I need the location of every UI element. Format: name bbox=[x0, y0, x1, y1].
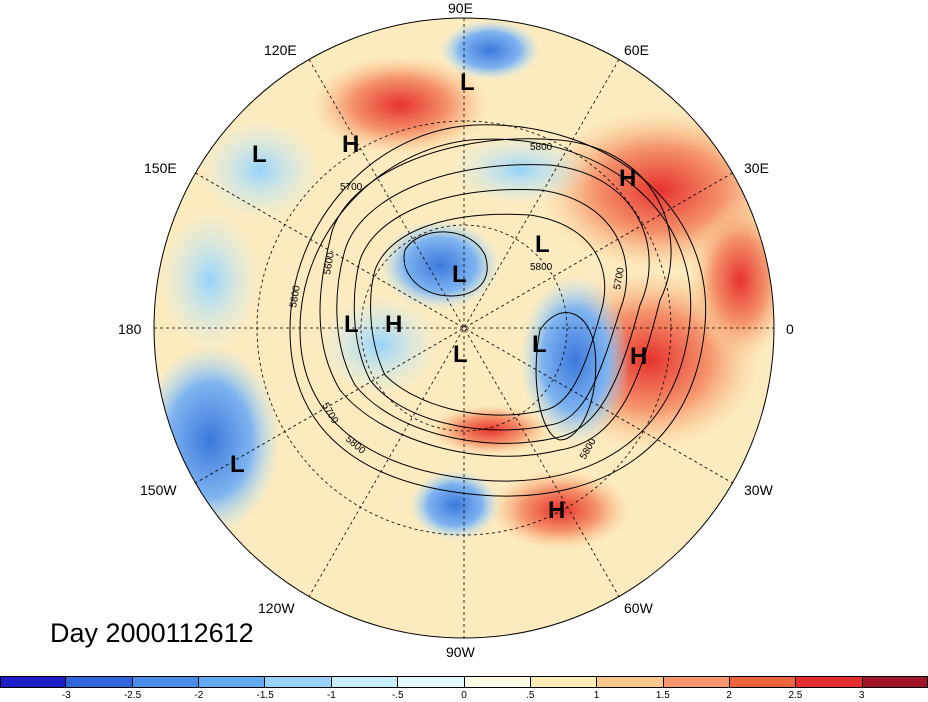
colorbar-swatch bbox=[0, 676, 67, 688]
colorbar-swatch bbox=[398, 676, 465, 688]
colorbar-tick-label: 2.5 bbox=[788, 690, 803, 701]
low-center: L bbox=[252, 141, 267, 168]
contour-label: 5700 bbox=[340, 182, 363, 193]
colorbar-swatch bbox=[796, 676, 863, 688]
lon-label-150w: 150W bbox=[140, 482, 177, 498]
colorbar-tick-label: 1 bbox=[593, 690, 600, 701]
low-center: L bbox=[230, 451, 245, 478]
high-center: H bbox=[342, 131, 359, 158]
graticule bbox=[154, 18, 774, 638]
colorbar-swatch bbox=[729, 676, 797, 688]
high-center: H bbox=[619, 165, 636, 192]
colorbar-tick-label: 2 bbox=[726, 690, 732, 701]
low-center: L bbox=[453, 341, 468, 368]
colorbar-tick-label: 1.5 bbox=[655, 690, 670, 701]
colorbar-tick-label: -2 bbox=[194, 690, 204, 701]
pressure-centers: L H L H L L L H L L H L H bbox=[230, 69, 647, 524]
colorbar-swatch bbox=[597, 676, 664, 688]
colorbar-frame bbox=[0, 676, 928, 688]
colorbar-swatch bbox=[663, 676, 730, 688]
high-center: H bbox=[385, 311, 402, 338]
anomaly-field bbox=[154, 18, 774, 638]
low-center: L bbox=[460, 69, 475, 96]
lon-label-30e: 30E bbox=[744, 160, 769, 176]
colorbar-tick-label: -2.5 bbox=[123, 690, 142, 701]
colorbar-swatch bbox=[199, 676, 266, 688]
low-center: L bbox=[452, 261, 467, 288]
lon-label-120w: 120W bbox=[258, 600, 295, 616]
low-center: L bbox=[344, 311, 359, 338]
day-label: Day 2000112612 bbox=[50, 618, 254, 648]
colorbar-swatch bbox=[464, 676, 531, 688]
lon-label-60w: 60W bbox=[624, 600, 653, 616]
lon-label-0: 0 bbox=[786, 321, 794, 337]
colorbar-swatch bbox=[66, 676, 133, 688]
colorbar-tick-label: -1.5 bbox=[256, 690, 274, 701]
contour-label: 5800 bbox=[288, 284, 303, 308]
colorbar-tick-label: .5 bbox=[526, 690, 535, 701]
colorbar-tick-label: -.5 bbox=[391, 690, 404, 701]
colorbar bbox=[0, 676, 928, 688]
colorbar-tick-label: 0 bbox=[461, 690, 467, 701]
lon-label-60e: 60E bbox=[624, 42, 649, 58]
contour-label: 5700 bbox=[612, 266, 627, 290]
colorbar-swatch bbox=[862, 676, 928, 688]
high-center: H bbox=[630, 343, 647, 370]
colorbar-swatch bbox=[132, 676, 200, 688]
lon-label-90e: 90E bbox=[448, 0, 473, 16]
colorbar-tick-label: -1 bbox=[326, 690, 336, 701]
lon-label-180: 180 bbox=[118, 321, 142, 337]
map-boundary bbox=[153, 17, 775, 639]
lon-label-120e: 120E bbox=[264, 42, 297, 58]
contour-label: 5600 bbox=[322, 251, 337, 275]
colorbar-tick-label: 3 bbox=[858, 690, 865, 701]
colorbar-swatch bbox=[265, 676, 332, 688]
colorbar-swatch bbox=[331, 676, 399, 688]
height-contours bbox=[289, 124, 707, 497]
low-center: L bbox=[535, 231, 550, 258]
contour-label: 5800 bbox=[530, 142, 553, 153]
lon-label-90w: 90W bbox=[446, 644, 475, 660]
colorbar-swatch bbox=[530, 676, 598, 688]
lon-label-150e: 150E bbox=[144, 160, 177, 176]
low-center: L bbox=[532, 331, 547, 358]
colorbar-tick-label: -3 bbox=[61, 690, 71, 701]
high-center: H bbox=[548, 497, 565, 524]
lon-label-30w: 30W bbox=[744, 482, 773, 498]
contour-label: 5800 bbox=[530, 262, 553, 273]
